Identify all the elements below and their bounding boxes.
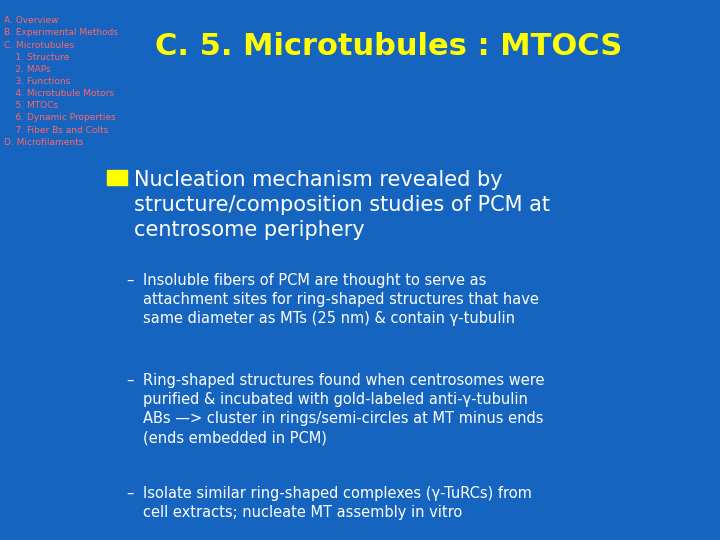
Text: Isolate similar ring-shaped complexes (γ-TuRCs) from
cell extracts; nucleate MT : Isolate similar ring-shaped complexes (γ… [143, 486, 531, 520]
Text: 4. Microtubule Motors: 4. Microtubule Motors [4, 89, 114, 98]
FancyBboxPatch shape [107, 170, 127, 185]
Text: –: – [126, 373, 133, 388]
Text: C. 5. Microtubules : MTOCS: C. 5. Microtubules : MTOCS [155, 32, 622, 62]
Text: A. Overview: A. Overview [4, 16, 58, 25]
Text: 2. MAPs: 2. MAPs [4, 65, 50, 74]
Text: 7. Fiber Bs and Colts: 7. Fiber Bs and Colts [4, 126, 108, 134]
Text: 6. Dynamic Properties: 6. Dynamic Properties [4, 113, 115, 123]
Text: 3. Functions: 3. Functions [4, 77, 70, 86]
Text: –: – [126, 273, 133, 288]
Text: D. Microfilaments: D. Microfilaments [4, 138, 83, 147]
Text: B. Experimental Methods: B. Experimental Methods [4, 28, 117, 37]
Text: Ring-shaped structures found when centrosomes were
purified & incubated with gol: Ring-shaped structures found when centro… [143, 373, 544, 445]
Text: –: – [126, 486, 133, 501]
Text: Nucleation mechanism revealed by
structure/composition studies of PCM at
centros: Nucleation mechanism revealed by structu… [134, 170, 550, 240]
Text: 1. Structure: 1. Structure [4, 53, 69, 62]
Text: Insoluble fibers of PCM are thought to serve as
attachment sites for ring-shaped: Insoluble fibers of PCM are thought to s… [143, 273, 539, 326]
Text: 5. MTOCs: 5. MTOCs [4, 102, 58, 110]
Text: C. Microtubules: C. Microtubules [4, 40, 73, 50]
